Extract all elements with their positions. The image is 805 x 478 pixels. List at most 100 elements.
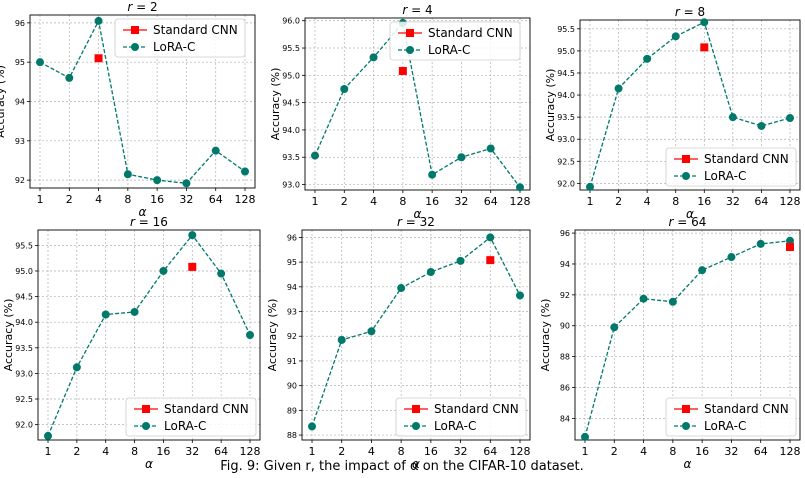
- lora-c-point: [101, 310, 110, 319]
- legend-standard-label: Standard CNN: [153, 23, 238, 37]
- y-tick-label: 94.5: [557, 69, 575, 78]
- lora-c-point: [72, 363, 81, 372]
- plot-frame: [304, 17, 531, 191]
- legend-lora-marker: [406, 46, 414, 54]
- lora-c-point: [456, 256, 465, 265]
- y-tick-label: 95: [15, 58, 25, 67]
- y-tick-label: 93: [287, 308, 297, 317]
- y-tick-label: 93.5: [282, 153, 300, 162]
- legend-standard-label: Standard CNN: [428, 26, 513, 40]
- legend-box: [665, 397, 797, 437]
- lora-c-line: [47, 234, 251, 437]
- y-tick-label: 95.5: [282, 44, 300, 53]
- x-tick-label: 16: [424, 445, 438, 458]
- lora-c-point: [123, 170, 132, 179]
- x-tick-label: 4: [368, 445, 375, 458]
- chart-title: r = 2: [127, 0, 157, 14]
- legend-lora-marker: [412, 422, 420, 430]
- lora-c-line: [589, 21, 791, 188]
- legend: Standard CNN LoRA-C: [665, 397, 797, 437]
- x-tick-label: 4: [640, 445, 647, 458]
- lora-c-point: [486, 144, 495, 153]
- legend-standard-marker: [682, 405, 690, 413]
- legend-lora-marker: [131, 43, 139, 51]
- lora-c-point: [369, 53, 378, 62]
- x-tick-label: 128: [780, 445, 801, 458]
- y-tick-label: 93.0: [15, 369, 33, 378]
- chart-title-value: = 4: [411, 3, 433, 17]
- y-tick-label: 94.0: [557, 91, 575, 100]
- lora-c-line: [314, 21, 521, 188]
- x-tick-label: 8: [398, 445, 405, 458]
- chart-title: r = 32: [397, 215, 435, 229]
- chart-title: r = 16: [130, 215, 168, 229]
- chart-title-value: = 16: [139, 215, 168, 229]
- x-tick-label: 1: [37, 193, 44, 206]
- chart-panel: 84 86 88 90 92 94 96 1 2 4 8 16 32 64 128 r = 64 α Accura…: [539, 215, 801, 471]
- x-tick-label: 64: [209, 193, 223, 206]
- x-tick-label: 16: [150, 193, 164, 206]
- legend-lora-label: LoRA-C: [153, 40, 195, 54]
- chart-title: r = 64: [669, 215, 707, 229]
- y-tick-label: 95.5: [557, 25, 575, 34]
- x-tick-label: 1: [582, 445, 589, 458]
- x-tick-label: 16: [695, 445, 709, 458]
- plot-frame: [579, 19, 801, 191]
- lora-c-point: [311, 151, 319, 160]
- legend-box: [395, 397, 527, 437]
- y-tick-label: 94.5: [15, 293, 33, 302]
- lora-c-point: [130, 307, 139, 316]
- x-tick-label: 64: [214, 445, 228, 458]
- chart-panel: 92.0 92.5 93.0 93.5 94.0 94.5 95.0 95.5 1 2 4 8 16 32…: [2, 215, 261, 471]
- x-tick-label: 1: [312, 195, 319, 208]
- y-axis-label: Accuracy (%): [544, 69, 557, 142]
- lora-c-point: [159, 266, 168, 275]
- x-tick-label: 64: [483, 445, 497, 458]
- x-tick-label: 32: [179, 193, 193, 206]
- x-tick-label: 128: [240, 445, 261, 458]
- y-tick-label: 91: [287, 357, 297, 366]
- x-tick-label: 64: [754, 195, 768, 208]
- chart-title: r = 4: [402, 3, 432, 17]
- chart-title-var: r: [669, 215, 678, 229]
- y-tick-label: 93.5: [557, 113, 575, 122]
- lora-c-point: [426, 268, 435, 276]
- x-tick-label: 2: [338, 445, 345, 458]
- x-tick-label: 8: [669, 445, 676, 458]
- x-tick-label: 2: [611, 445, 618, 458]
- standard-cnn-point: [486, 256, 495, 265]
- y-tick-label: 90: [287, 382, 297, 391]
- chart-title-var: r: [675, 5, 684, 19]
- chart-title-value: = 2: [136, 0, 158, 14]
- lora-c-point: [581, 432, 589, 441]
- lora-c-line: [584, 240, 791, 438]
- lora-c-point: [397, 284, 406, 293]
- lora-c-point: [211, 146, 220, 155]
- y-tick-label: 96.0: [282, 17, 300, 26]
- y-tick-label: 95.0: [282, 71, 300, 80]
- chart-title-var: r: [402, 3, 411, 17]
- legend-lora-marker: [682, 422, 690, 430]
- legend-standard-marker: [682, 155, 690, 163]
- legend-lora-label: LoRA-C: [704, 169, 746, 183]
- y-tick-label: 86: [560, 384, 570, 393]
- lora-c-point: [44, 431, 52, 440]
- lora-c-point: [241, 167, 249, 176]
- x-axis-label: α: [145, 457, 153, 471]
- y-axis-label: Accuracy (%): [2, 299, 15, 372]
- x-tick-label: 1: [45, 445, 52, 458]
- y-axis-label: Accuracy (%): [0, 65, 7, 138]
- chart-panel: 92 93 94 95 96 1 2 4 8 16 32 64 128 r = 2 α Accuracy (%…: [0, 0, 256, 219]
- legend-standard-marker: [406, 29, 414, 37]
- y-tick-label: 92.5: [557, 157, 575, 166]
- x-tick-label: 64: [754, 445, 768, 458]
- y-tick-label: 92: [560, 291, 570, 300]
- lora-c-point: [786, 236, 794, 245]
- y-tick-label: 94: [560, 260, 570, 269]
- x-axis-label: α: [139, 205, 147, 219]
- x-axis-label: α: [414, 207, 422, 221]
- x-tick-label: 8: [124, 193, 131, 206]
- x-tick-label: 32: [185, 445, 199, 458]
- x-tick-label: 32: [724, 445, 738, 458]
- y-tick-label: 96: [287, 233, 297, 242]
